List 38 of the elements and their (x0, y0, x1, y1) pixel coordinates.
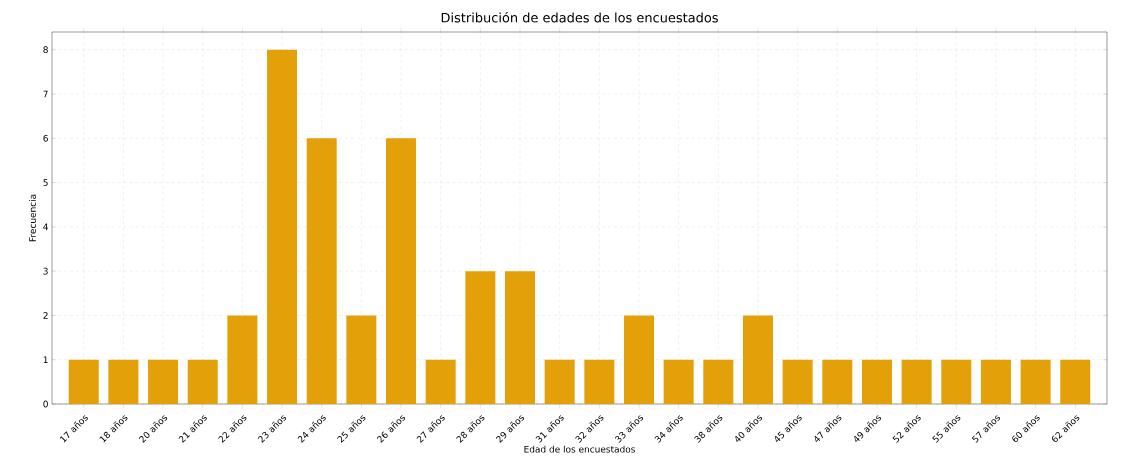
bar (861, 359, 892, 404)
bar (822, 359, 853, 404)
bar (624, 315, 654, 404)
bar (227, 315, 258, 404)
bar (1060, 359, 1091, 404)
bar (901, 359, 932, 404)
bar (703, 359, 734, 404)
chart-title: Distribución de edades de los encuestados (441, 11, 718, 23)
bar (980, 359, 1011, 404)
bar (505, 271, 536, 404)
bar (108, 359, 139, 404)
x-axis-title: Edad de los encuestados (524, 445, 635, 453)
bar (148, 359, 179, 404)
bar (346, 315, 377, 404)
y-tick-label: 1 (43, 356, 48, 363)
bar (1020, 359, 1051, 404)
y-tick-label: 4 (43, 223, 48, 231)
bar (465, 271, 496, 404)
y-tick-label: 0 (43, 400, 48, 408)
y-tick-label: 8 (43, 46, 48, 54)
bar (187, 359, 218, 404)
y-tick-label: 3 (43, 267, 48, 275)
y-tick-label: 6 (43, 134, 48, 142)
bar (544, 359, 575, 404)
bar (425, 359, 456, 404)
bar (386, 138, 417, 404)
bar (782, 359, 813, 404)
bar (68, 359, 99, 404)
y-tick-label: 2 (43, 312, 48, 319)
bar (584, 359, 615, 404)
y-axis-title: Frecuencia (29, 194, 36, 242)
bar (742, 315, 773, 404)
bar (267, 49, 298, 404)
y-tick-label: 5 (43, 179, 48, 186)
bar (306, 138, 337, 404)
bar (941, 359, 972, 404)
y-tick-label: 7 (43, 90, 48, 98)
bar (663, 359, 694, 404)
